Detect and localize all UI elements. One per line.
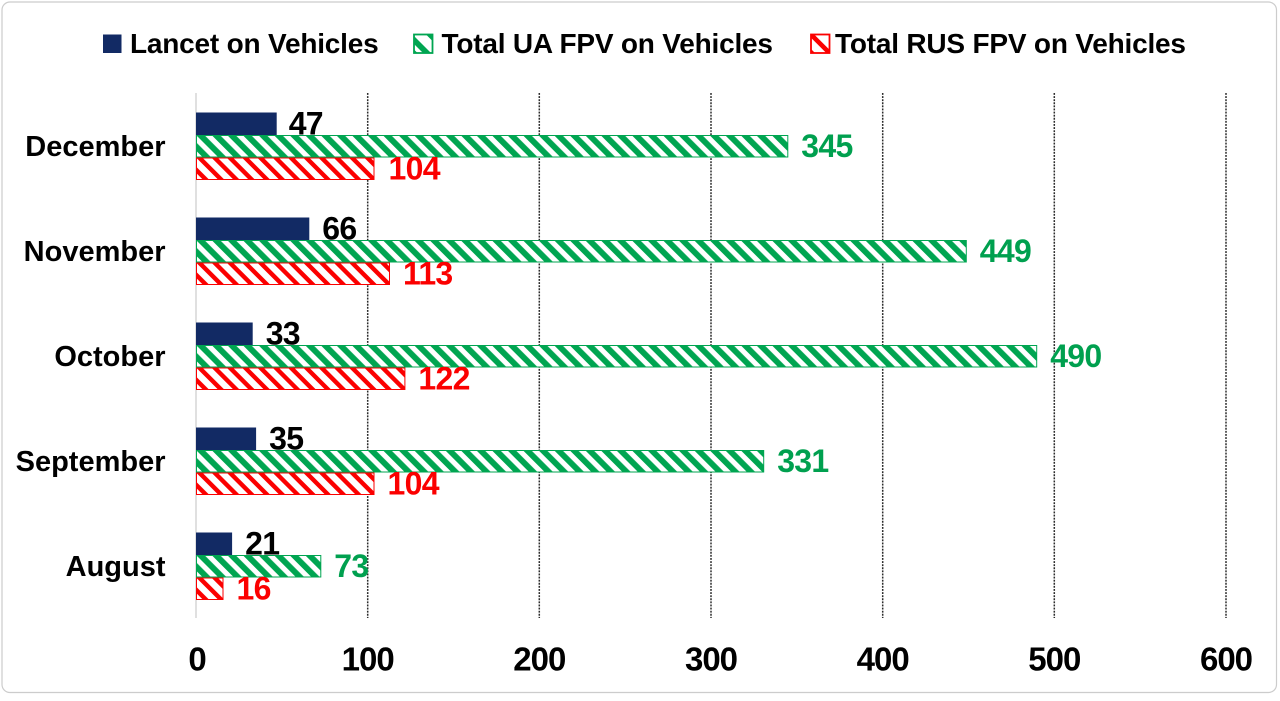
svg-text:0: 0 xyxy=(188,641,205,678)
svg-text:345: 345 xyxy=(801,128,852,164)
svg-text:21: 21 xyxy=(245,525,279,561)
svg-text:66: 66 xyxy=(322,210,356,246)
svg-text:300: 300 xyxy=(685,641,737,678)
svg-text:122: 122 xyxy=(418,361,469,397)
svg-text:December: December xyxy=(25,131,165,163)
svg-text:331: 331 xyxy=(777,443,828,479)
svg-text:Lancet on Vehicles: Lancet on Vehicles xyxy=(130,28,379,59)
svg-text:600: 600 xyxy=(1200,641,1252,678)
svg-text:November: November xyxy=(24,236,166,268)
svg-text:August: August xyxy=(66,551,166,583)
svg-text:500: 500 xyxy=(1028,641,1080,678)
svg-text:104: 104 xyxy=(389,151,441,187)
svg-text:16: 16 xyxy=(237,571,271,607)
svg-text:104: 104 xyxy=(388,466,440,502)
svg-text:113: 113 xyxy=(403,256,453,292)
svg-text:Total UA FPV on Vehicles: Total UA FPV on Vehicles xyxy=(442,28,773,59)
svg-text:400: 400 xyxy=(857,641,909,678)
svg-text:33: 33 xyxy=(266,315,300,351)
svg-text:490: 490 xyxy=(1050,338,1101,374)
svg-text:200: 200 xyxy=(513,641,565,678)
svg-text:100: 100 xyxy=(342,641,394,678)
svg-text:September: September xyxy=(16,446,166,478)
svg-text:73: 73 xyxy=(334,548,368,584)
svg-text:35: 35 xyxy=(269,420,303,456)
svg-text:47: 47 xyxy=(289,105,323,141)
svg-text:Total RUS FPV on Vehicles: Total RUS FPV on Vehicles xyxy=(835,28,1186,59)
svg-text:October: October xyxy=(54,341,165,373)
svg-text:449: 449 xyxy=(980,233,1031,269)
